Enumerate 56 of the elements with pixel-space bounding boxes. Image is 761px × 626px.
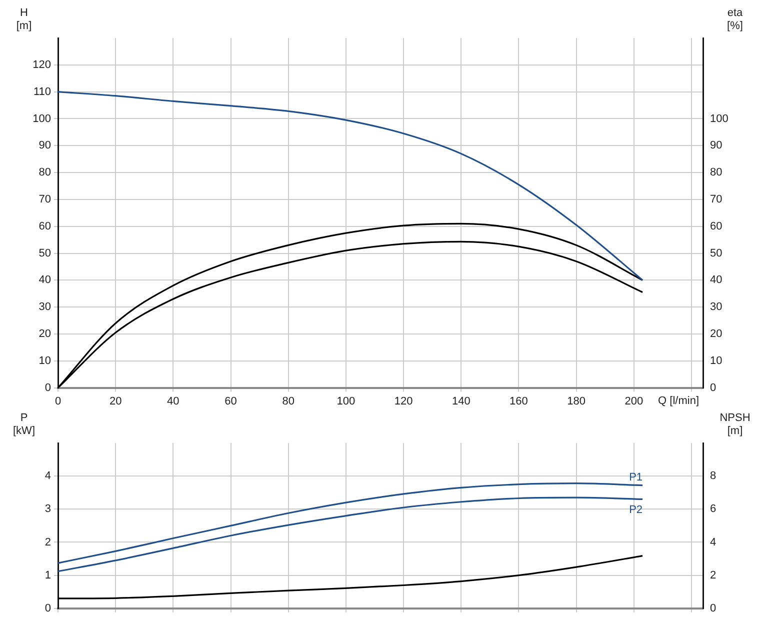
y2-tick-label: 40	[710, 274, 722, 286]
y-tick-label: 10	[38, 354, 51, 367]
y-tick-label: 20	[38, 328, 51, 340]
x-tick-label: 0	[54, 395, 62, 408]
y2-tick-label: 60	[710, 220, 722, 232]
x-tick-label: 180	[567, 395, 586, 408]
y2-tick-label: 30	[710, 301, 722, 314]
y-axis-title: H [m]	[16, 7, 32, 32]
y-tick-label: 30	[38, 301, 51, 314]
y2-tick-label: 70	[710, 193, 722, 206]
y-tick-label: 0	[44, 602, 51, 614]
y2-tick-label: 2	[710, 569, 716, 582]
y-tick-label: 70	[38, 193, 51, 206]
y2-tick-label: 90	[710, 140, 722, 152]
y-tick-label: 3	[44, 503, 51, 516]
y-tick-label: 110	[33, 86, 51, 98]
x-tick-label: 60	[224, 395, 237, 408]
y-tick-label: 90	[38, 140, 51, 152]
y2-tick-label: 10	[710, 354, 722, 367]
x-tick-label: 20	[109, 395, 122, 408]
y-tick-label: 1	[44, 569, 51, 582]
line-series	[58, 482, 644, 564]
y2-tick-label: 8	[710, 470, 716, 482]
x-tick-label: 120	[394, 395, 413, 408]
series-label: P1	[629, 471, 643, 484]
y2-axis-title: NPSH [m]	[720, 412, 750, 437]
y2-tick-label: 4	[710, 536, 716, 548]
y2-tick-label: 20	[710, 328, 722, 340]
y2-axis-title: eta [%]	[727, 7, 744, 32]
x-axis-title: Q [l/min]	[658, 394, 699, 407]
line-series	[58, 91, 644, 281]
y-tick-label: 50	[38, 247, 51, 260]
y-axis-title: P [kW]	[13, 412, 35, 437]
x-tick-label: 40	[167, 395, 180, 408]
y-tick-label: 4	[44, 470, 51, 482]
x-tick-label: 160	[510, 395, 528, 408]
y-tick-label: 80	[38, 166, 51, 179]
x-tick-label: 140	[452, 395, 470, 408]
y-tick-label: 0	[44, 382, 51, 394]
line-series	[58, 555, 644, 600]
y2-tick-label: 0	[710, 602, 716, 614]
y2-tick-label: 50	[710, 247, 722, 260]
y-tick-label: 60	[38, 220, 51, 232]
y2-tick-label: 6	[710, 503, 716, 516]
y2-tick-label: 0	[710, 382, 716, 394]
y-tick-label: 100	[32, 112, 51, 125]
line-series	[58, 496, 644, 572]
y-tick-label: 120	[32, 58, 51, 71]
y-tick-label: 40	[38, 274, 51, 286]
y-tick-label: 2	[44, 536, 51, 548]
y2-tick-label: 100	[710, 112, 728, 125]
x-tick-label: 100	[336, 395, 356, 408]
y2-tick-label: 80	[710, 166, 722, 179]
series-label: P2	[629, 504, 643, 516]
x-tick-label: 200	[624, 395, 644, 408]
x-tick-label: 80	[282, 395, 294, 408]
